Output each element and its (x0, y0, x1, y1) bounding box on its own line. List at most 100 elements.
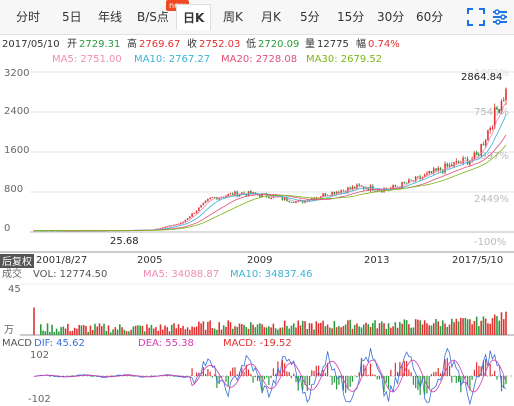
ma5-line (34, 102, 507, 232)
candle-body (164, 226, 166, 228)
macd-bar (317, 365, 320, 376)
macd-bar (243, 372, 245, 376)
macd-bar (333, 376, 335, 383)
volume-bar (502, 319, 505, 335)
volume-bar (322, 320, 324, 335)
tab-daily-k[interactable]: 日K (176, 4, 212, 30)
volume-bar (121, 327, 123, 335)
restore-toggle[interactable] (0, 254, 34, 268)
macd-bar (266, 376, 268, 378)
volume-bar (335, 327, 338, 335)
macd-bar (401, 363, 403, 376)
macd-lines (33, 347, 507, 406)
macd-bar (374, 374, 376, 376)
volume-bar (103, 323, 105, 335)
macd-bar (451, 376, 453, 383)
volume-bar (155, 327, 157, 335)
volume-bar (229, 322, 232, 335)
volume-bar (308, 323, 311, 335)
candle-body (204, 200, 207, 203)
volume-bar (378, 323, 381, 335)
candle-body (432, 168, 435, 174)
candle-body (473, 152, 476, 159)
settings-icon[interactable] (490, 7, 510, 27)
macd-bar (247, 369, 250, 376)
candle-body (180, 222, 182, 224)
macd-bar (347, 376, 349, 390)
macd-bar (367, 374, 369, 376)
volume-bar (381, 321, 383, 335)
volume-bar (390, 327, 392, 335)
vol-value: 12775 (317, 39, 349, 50)
volume-bar (283, 320, 286, 335)
macd-bar (286, 371, 288, 376)
macd-bar (419, 376, 421, 395)
tab-15min[interactable]: 15分 (337, 10, 365, 24)
candle-body (227, 194, 230, 197)
tab-yearline[interactable]: 年线 (98, 10, 123, 24)
volume-bar (498, 320, 501, 335)
x-tick-start: 2001/8/27 (36, 255, 87, 266)
candle-body (475, 152, 478, 155)
candle-body (335, 191, 338, 195)
legend-ma5: MA5: 2751.00 (52, 54, 122, 65)
volume-bar (279, 327, 281, 335)
volume-bar (263, 327, 266, 335)
tab-weekly-k[interactable]: 周K (223, 10, 243, 24)
macd-bar (263, 376, 265, 380)
volume-bar (475, 316, 478, 335)
macd-bar (236, 374, 238, 376)
volume-bar (157, 330, 159, 335)
volume-bar (444, 323, 446, 335)
volume-bar (119, 324, 121, 335)
volume-bar (64, 328, 67, 335)
candle-body (46, 230, 49, 232)
low-label: 低 (246, 37, 256, 50)
tab-5min[interactable]: 5分 (300, 10, 320, 24)
volume-bar (304, 321, 306, 335)
x-tick-end: 2017/5/10 (452, 255, 503, 266)
macd-bar (435, 371, 437, 376)
volume-bar (484, 318, 487, 335)
macd-tick-bottom: -102 (28, 394, 51, 405)
volume-bar (198, 321, 200, 335)
volume-bar (313, 329, 315, 335)
candle-body (161, 227, 164, 229)
high-label: 高 (127, 37, 137, 50)
tab-60min[interactable]: 60分 (416, 10, 444, 24)
volume-bar (405, 320, 408, 335)
macd-bar (476, 362, 478, 376)
macd-bar (250, 373, 252, 376)
volume-bar (243, 324, 245, 335)
expand-icon[interactable] (466, 7, 486, 27)
volume-bar (387, 323, 390, 335)
volume-bar (297, 320, 300, 335)
volume-bar (342, 326, 345, 335)
pct-tick-1: 7549% (474, 107, 509, 118)
tab-5day[interactable]: 5日 (62, 10, 82, 24)
candle-body (401, 182, 403, 188)
volume-bar (272, 323, 275, 335)
tab-bs-points[interactable]: B/S点 (137, 10, 169, 24)
macd-bar (394, 362, 396, 376)
volume-bar (349, 319, 351, 335)
tab-monthly-k[interactable]: 月K (261, 10, 281, 24)
volume-bar (116, 329, 119, 335)
candle-body (281, 196, 284, 200)
volume-bar (437, 321, 440, 335)
close-value: 2752.03 (199, 39, 240, 50)
candle-body (213, 197, 216, 198)
candle-body (231, 193, 234, 196)
volume-bar (392, 326, 394, 335)
macd-bar (410, 372, 412, 376)
macd-bar (290, 376, 293, 379)
macd-bar (489, 363, 491, 376)
volume-bar (274, 328, 277, 335)
volume-bar (161, 329, 164, 335)
tab-intraday[interactable]: 分时 (16, 10, 41, 24)
volume-bar (234, 326, 236, 335)
macd-bar (205, 373, 207, 376)
macd-dea-line (33, 359, 507, 393)
volume-bar (184, 329, 187, 335)
tab-30min[interactable]: 30分 (377, 10, 405, 24)
